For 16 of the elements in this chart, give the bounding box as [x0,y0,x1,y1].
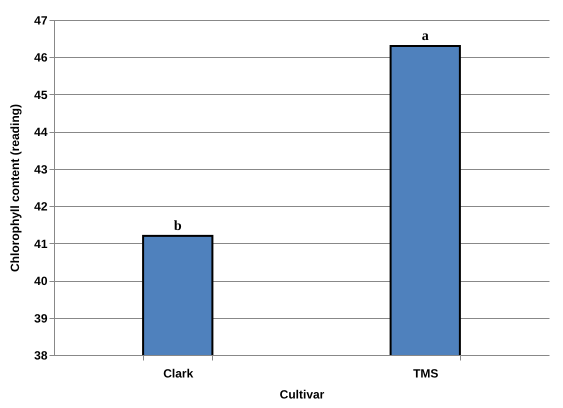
y-tick-label: 41 [34,236,48,251]
annotation: a [422,29,429,44]
y-tick-label: 47 [34,14,48,28]
y-tick-label: 40 [34,274,48,288]
y-tick-label: 38 [34,348,48,362]
y-tick-label: 43 [34,162,48,176]
x-axis-title: Cultivar [280,388,325,402]
y-tick-label: 39 [34,311,48,326]
x-tick-label: Clark [163,366,194,380]
annotation: b [174,218,182,234]
x-tick-label: TMS [413,366,438,380]
y-tick-label: 45 [34,88,48,102]
y-axis-title: Chlorophyll content (reading) [8,104,22,272]
y-tick-label: 42 [34,200,48,214]
y-tick-label: 46 [34,50,48,65]
y-tick-label: 44 [34,125,48,140]
